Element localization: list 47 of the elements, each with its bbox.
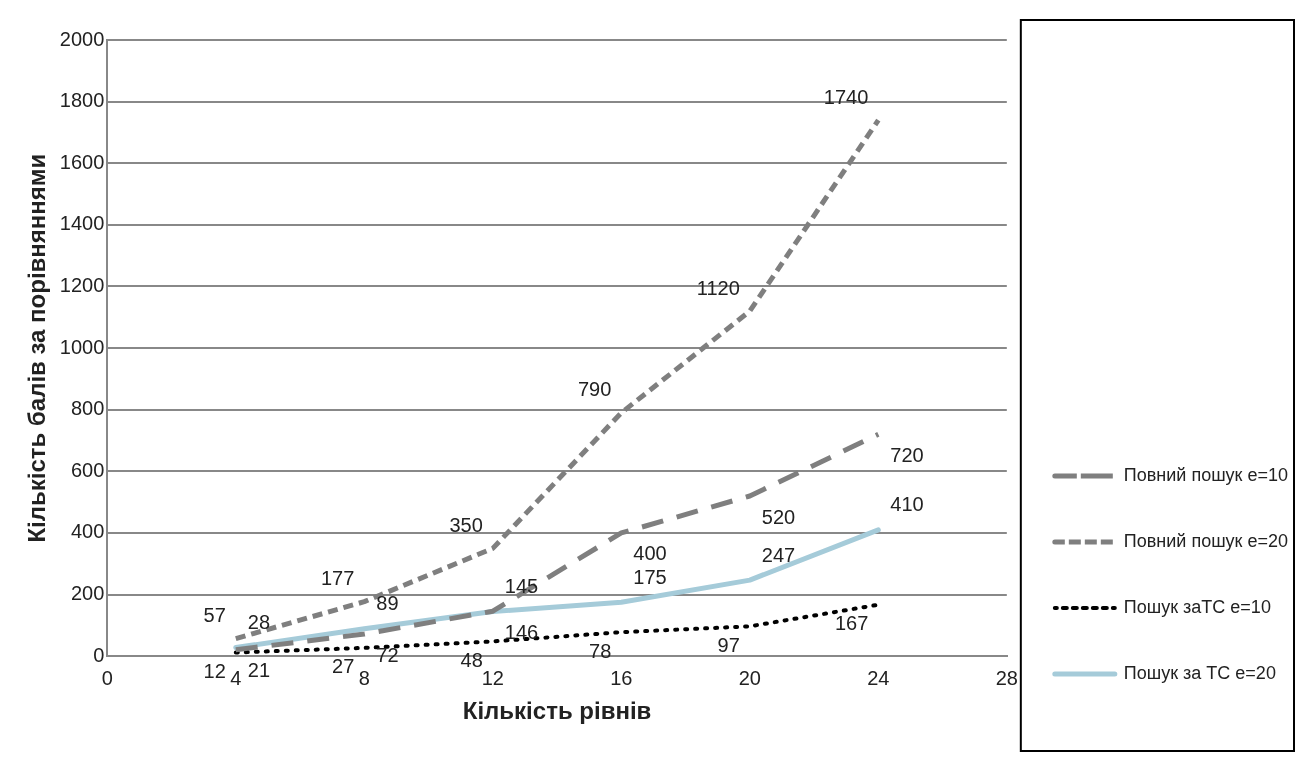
x-axis-title: Кількість рівнів [462,697,652,725]
data-label: 400 [633,542,667,565]
y-tick-label: 1000 [59,335,105,358]
data-label: 167 [834,612,869,635]
data-label: 146 [504,620,539,643]
y-tick-label: 1600 [59,150,105,173]
y-tick-label: 600 [70,458,105,481]
data-label: 57 [203,604,226,627]
y-tick-label: 1200 [59,274,105,296]
x-tick-label: 4 [230,666,242,689]
x-tick-label: 8 [358,666,370,689]
data-label: 89 [376,592,399,615]
y-tick-label: 0 [93,643,105,666]
data-label: 1120 [696,276,740,299]
x-tick-label: 12 [481,666,504,689]
x-tick-label: 16 [610,666,633,689]
legend-label: Повний пошук е=20 [1123,530,1289,551]
data-label: 28 [247,611,271,634]
data-label: 520 [761,505,796,528]
data-label: 720 [890,443,924,466]
legend-label: Повний пошук е=10 [1123,464,1289,485]
data-label: 72 [376,643,399,666]
y-tick-label: 800 [70,397,105,420]
data-label: 27 [332,655,355,678]
y-tick-label: 2000 [59,27,105,50]
data-label: 247 [761,543,796,566]
x-tick-label: 28 [995,666,1018,689]
data-label: 21 [247,659,271,682]
data-label: 97 [717,633,740,656]
y-tick-label: 200 [70,582,105,605]
x-tick-label: 20 [738,666,761,689]
y-axis-title: Кількість балів за порівняннями [23,153,51,543]
data-label: 145 [504,575,539,598]
y-tick-label: 1400 [59,212,105,235]
data-label: 177 [320,567,355,590]
data-label: 410 [890,493,924,516]
x-tick-label: 24 [867,666,890,689]
data-label: 48 [460,648,483,671]
data-label: 790 [577,378,612,401]
legend-label: Пошук заТС е=10 [1123,596,1271,617]
y-tick-label: 400 [70,520,105,543]
data-label: 78 [589,639,612,662]
data-label: 350 [449,513,483,536]
y-tick-label: 1800 [59,89,105,112]
legend-label: Пошук за ТС е=20 [1123,662,1276,683]
data-label: 1740 [823,85,869,108]
data-label: 175 [633,565,667,588]
